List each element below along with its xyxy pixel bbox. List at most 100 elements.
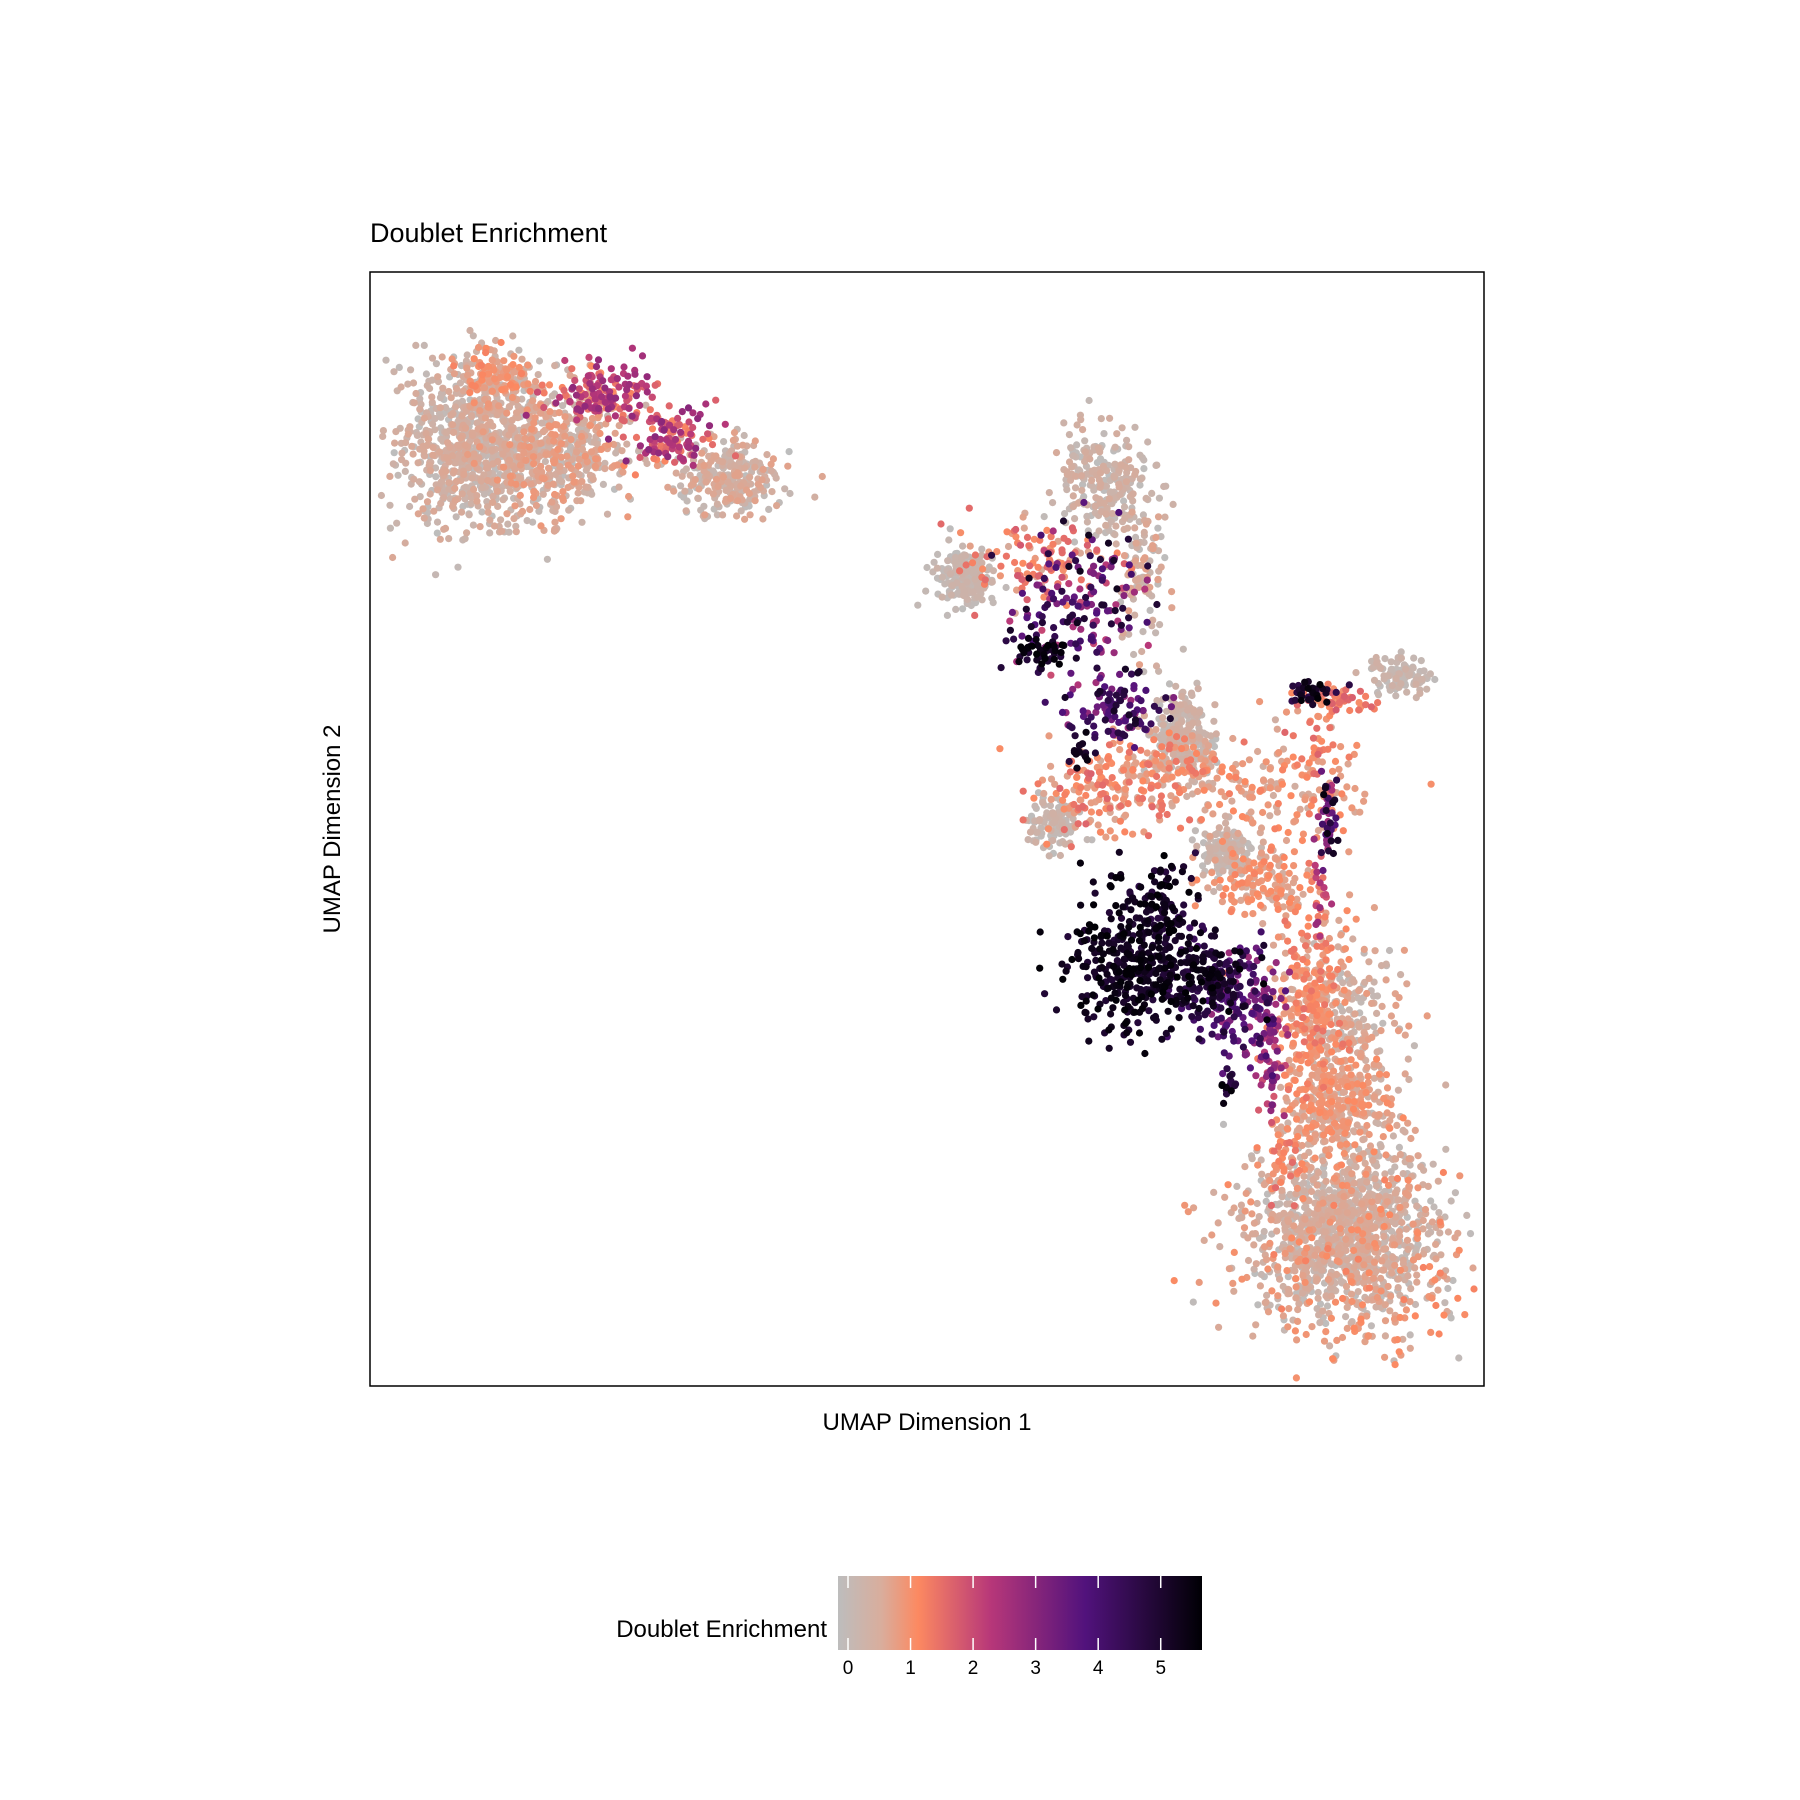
- scatter-point: [1238, 1214, 1246, 1222]
- scatter-point: [733, 512, 741, 520]
- scatter-point: [515, 346, 523, 354]
- scatter-point: [389, 553, 397, 562]
- scatter-point: [1169, 500, 1177, 508]
- scatter-point: [548, 498, 556, 506]
- scatter-point: [467, 500, 475, 508]
- scatter-point: [1318, 1266, 1326, 1274]
- scatter-point: [1401, 1070, 1409, 1078]
- scatter-point: [1355, 1023, 1363, 1031]
- scatter-point: [1407, 1134, 1415, 1143]
- scatter-point: [1381, 1317, 1390, 1325]
- scatter-point: [1373, 1009, 1381, 1018]
- scatter-point: [561, 413, 569, 421]
- scatter-point: [1293, 1184, 1301, 1192]
- scatter-point: [567, 435, 575, 444]
- scatter-point: [1013, 586, 1021, 594]
- scatter-point: [1377, 1143, 1385, 1151]
- scatter-point: [452, 513, 460, 521]
- scatter-point: [432, 571, 440, 579]
- scatter-point: [1377, 962, 1386, 970]
- scatter-point: [488, 436, 496, 444]
- scatter-point: [486, 529, 494, 537]
- scatter-point: [1391, 1261, 1399, 1269]
- scatter-point: [1294, 1306, 1302, 1314]
- scatter-point: [1387, 658, 1395, 666]
- scatter-point: [625, 492, 633, 501]
- scatter-point: [1426, 670, 1434, 678]
- scatter-point: [1373, 992, 1382, 1000]
- scatter-point: [1152, 629, 1160, 637]
- scatter-point: [922, 587, 930, 595]
- scatter-point: [394, 471, 402, 479]
- scatter-point: [1328, 1135, 1336, 1144]
- scatter-point: [1284, 1119, 1292, 1127]
- scatter-point: [624, 513, 632, 521]
- scatter-point: [1315, 1260, 1323, 1268]
- scatter-point: [1077, 472, 1086, 480]
- scatter-point: [1253, 1199, 1261, 1208]
- scatter-point: [1334, 1244, 1342, 1252]
- scatter-point: [1370, 676, 1379, 684]
- scatter-point: [712, 475, 721, 483]
- scatter-point: [701, 511, 709, 519]
- scatter-point: [719, 473, 728, 481]
- scatter-point: [1213, 774, 1221, 782]
- scatter-point: [1168, 604, 1176, 612]
- scatter-point: [1348, 1170, 1356, 1178]
- scatter-point: [430, 507, 438, 515]
- scatter-point: [1205, 855, 1213, 863]
- scatter-point: [1319, 1157, 1327, 1165]
- scatter-point: [1284, 1218, 1292, 1226]
- scatter-point: [1187, 689, 1196, 697]
- scatter-point: [1451, 1189, 1459, 1197]
- scatter-point: [523, 517, 531, 525]
- scatter-point: [1095, 527, 1103, 535]
- scatter-point: [1347, 1030, 1355, 1038]
- scatter-point: [551, 362, 559, 370]
- scatter-point: [398, 449, 406, 457]
- scatter-point: [1334, 1128, 1342, 1136]
- scatter-point: [469, 431, 477, 440]
- scatter-point: [1314, 1169, 1322, 1177]
- scatter-point: [1363, 1312, 1371, 1320]
- scatter-point: [1076, 796, 1084, 804]
- scatter-point: [422, 370, 430, 378]
- scatter-point: [1355, 987, 1363, 995]
- scatter-point: [714, 482, 722, 491]
- scatter-point: [1194, 685, 1202, 693]
- scatter-point: [946, 570, 955, 578]
- scatter-point: [1413, 1202, 1421, 1210]
- scatter-point: [700, 502, 708, 510]
- scatter-point: [1394, 1284, 1402, 1292]
- scatter-point: [1402, 665, 1410, 673]
- scatter-point: [1349, 935, 1357, 943]
- scatter-point: [1411, 1300, 1420, 1309]
- scatter-point: [498, 527, 506, 535]
- scatter-point: [1102, 521, 1110, 530]
- scatter-point: [1406, 1298, 1414, 1306]
- scatter-point: [1367, 1322, 1375, 1330]
- scatter-point: [729, 436, 738, 444]
- scatter-point: [1135, 583, 1143, 592]
- scatter-point: [1111, 531, 1119, 539]
- scatter-point: [1335, 1218, 1343, 1226]
- scatter-point: [1449, 1276, 1457, 1285]
- scatter-point: [1273, 855, 1281, 863]
- scatter-point: [1284, 1323, 1292, 1331]
- scatter-point: [409, 450, 417, 458]
- scatter-point: [1190, 706, 1198, 714]
- scatter-point: [1123, 760, 1131, 768]
- scatter-point: [1063, 486, 1071, 494]
- scatter-point: [1120, 525, 1128, 534]
- scatter-point: [1322, 1177, 1330, 1185]
- scatter-point: [525, 443, 533, 451]
- scatter-point: [1079, 426, 1087, 434]
- scatter-point: [441, 524, 450, 533]
- scatter-point: [1282, 1094, 1290, 1102]
- scatter-point: [1376, 664, 1385, 672]
- scatter-point: [445, 479, 453, 487]
- scatter-point: [531, 377, 540, 386]
- scatter-point: [1049, 499, 1057, 507]
- scatter-point: [492, 336, 500, 345]
- scatter-point: [1189, 1298, 1197, 1306]
